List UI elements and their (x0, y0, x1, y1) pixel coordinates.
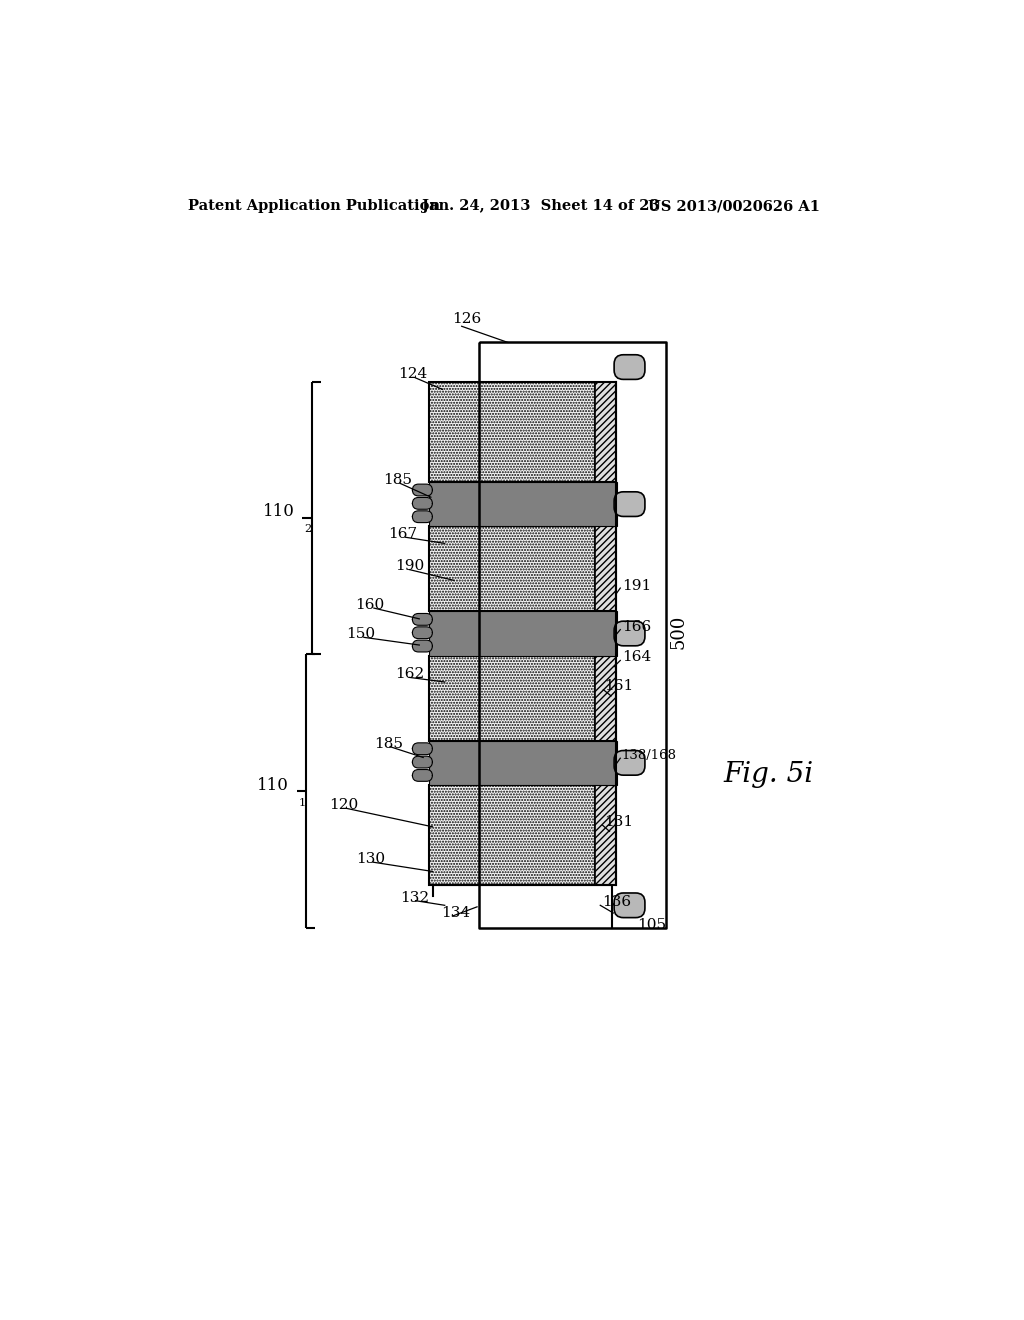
Bar (429, 527, 595, 611)
FancyBboxPatch shape (413, 484, 432, 496)
Text: 110: 110 (257, 776, 289, 793)
FancyBboxPatch shape (413, 627, 432, 639)
Text: 191: 191 (622, 578, 651, 593)
Text: 130: 130 (356, 853, 385, 866)
FancyBboxPatch shape (413, 756, 432, 768)
Bar (429, 785, 595, 886)
Text: 160: 160 (355, 598, 385, 612)
Text: 161: 161 (604, 678, 634, 693)
FancyBboxPatch shape (413, 770, 432, 781)
Text: 185: 185 (383, 474, 412, 487)
Bar (429, 656, 595, 741)
Bar (429, 656, 615, 741)
Text: 164: 164 (622, 651, 651, 664)
Text: 167: 167 (388, 527, 418, 541)
Text: 110: 110 (263, 503, 295, 520)
Bar (595, 656, 615, 741)
Bar (429, 381, 595, 482)
Text: US 2013/0020626 A1: US 2013/0020626 A1 (648, 199, 820, 213)
Text: 120: 120 (330, 799, 358, 812)
Text: 166: 166 (622, 619, 651, 634)
Bar (429, 381, 615, 482)
FancyBboxPatch shape (413, 614, 432, 626)
Bar (595, 527, 615, 611)
Bar (429, 482, 617, 527)
FancyBboxPatch shape (413, 511, 432, 523)
Text: Jan. 24, 2013  Sheet 14 of 23: Jan. 24, 2013 Sheet 14 of 23 (422, 199, 659, 213)
Text: 138/168: 138/168 (622, 748, 677, 762)
Text: 132: 132 (400, 891, 429, 904)
Text: 131: 131 (604, 816, 633, 829)
FancyBboxPatch shape (413, 743, 432, 755)
Bar (595, 381, 615, 482)
Bar (429, 741, 617, 785)
FancyBboxPatch shape (413, 640, 432, 652)
Text: Fig. 5i: Fig. 5i (724, 760, 814, 788)
Text: 1: 1 (298, 797, 305, 808)
Text: 162: 162 (394, 668, 424, 681)
Text: 185: 185 (374, 737, 402, 751)
Bar (595, 785, 615, 886)
FancyBboxPatch shape (614, 355, 645, 379)
Text: 134: 134 (441, 906, 470, 920)
Bar (429, 785, 615, 886)
Text: 500: 500 (670, 615, 688, 649)
Text: 2: 2 (304, 524, 311, 535)
Text: 150: 150 (346, 627, 375, 642)
FancyBboxPatch shape (614, 892, 645, 917)
Bar (429, 527, 615, 611)
FancyBboxPatch shape (614, 751, 645, 775)
FancyBboxPatch shape (413, 498, 432, 510)
Text: 105: 105 (637, 919, 667, 932)
Text: 126: 126 (453, 312, 481, 326)
FancyBboxPatch shape (614, 492, 645, 516)
FancyBboxPatch shape (614, 622, 645, 645)
Text: Patent Application Publication: Patent Application Publication (188, 199, 440, 213)
Text: 136: 136 (602, 895, 631, 909)
Bar (429, 611, 617, 656)
Text: 190: 190 (394, 560, 424, 573)
Text: 124: 124 (398, 367, 428, 381)
